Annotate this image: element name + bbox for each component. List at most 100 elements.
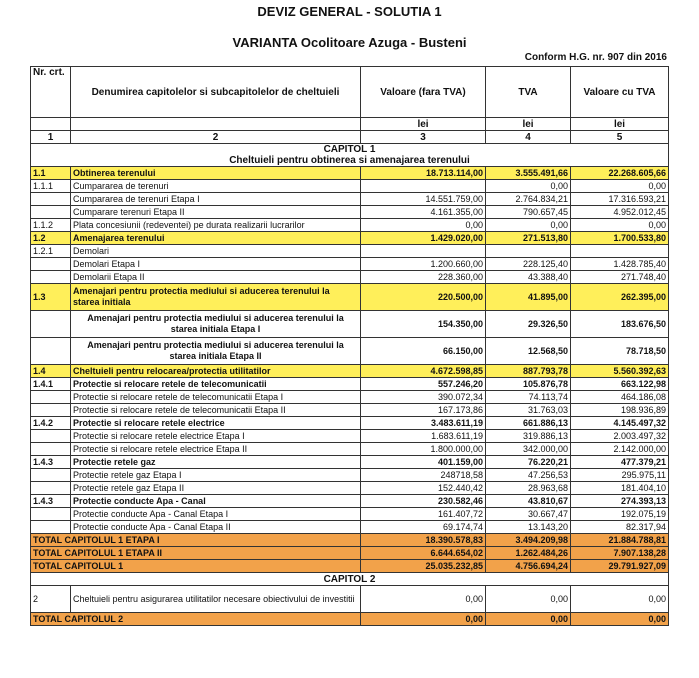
row: Protectie retele gaz Etapa I 248718,58 47.… — [30, 468, 669, 482]
row-name: Cumparare terenuri Etapa II — [70, 205, 361, 219]
row-number — [30, 442, 71, 456]
amount: 22.268.605,66 — [570, 166, 669, 180]
amount: 319.886,13 — [485, 429, 571, 443]
row: 1.1 Obtinerea terenului 18.713.114,00 3.555… — [30, 166, 669, 180]
row: 1.2.1 Demolari — [30, 244, 669, 258]
row-name: Amenajari pentru protectia mediului si a… — [70, 310, 361, 338]
amount: 0,00 — [570, 179, 669, 193]
amount: 1.200.660,00 — [360, 257, 486, 271]
amount: 228.125,40 — [485, 257, 571, 271]
budget-table: Nr. crt. Denumirea capitolelor si subcapi… — [30, 66, 669, 626]
amount: 663.122,98 — [570, 377, 669, 391]
row: Protectie si relocare retele electrice E… — [30, 429, 669, 443]
amount: 78.718,50 — [570, 337, 669, 365]
amount: 17.316.593,21 — [570, 192, 669, 206]
section-header: CAPITOL 2 — [30, 572, 669, 586]
row: 1.4.1 Protectie si relocare retele de tel… — [30, 377, 669, 391]
amount: 2.764.834,21 — [485, 192, 571, 206]
row-number: 1.2 — [30, 231, 71, 245]
row-number — [30, 310, 71, 338]
row-number: 2 — [30, 585, 71, 613]
row-number: 1.4.1 — [30, 377, 71, 391]
amount — [360, 179, 486, 193]
amount: 0,00 — [485, 612, 571, 626]
amount: 29.791.927,09 — [570, 559, 669, 573]
row-number: 1.2.1 — [30, 244, 71, 258]
row-number: 1.1.1 — [30, 179, 71, 193]
row: Cumpararea de terenuri Etapa I 14.551.759… — [30, 192, 669, 206]
section-header: CAPITOL 1 Cheltuieli pentru obtinerea si … — [30, 143, 669, 167]
amount: 295.975,11 — [570, 468, 669, 482]
row: Amenajari pentru protectia mediului si a… — [30, 310, 669, 338]
row-number — [30, 429, 71, 443]
amount: 183.676,50 — [570, 310, 669, 338]
amount: 2.142.000,00 — [570, 442, 669, 456]
amount: 152.440,42 — [360, 481, 486, 495]
row: 1.1.1 Cumpararea de terenuri 0,00 0,00 — [30, 179, 669, 193]
amount: 12.568,50 — [485, 337, 571, 365]
row: 1.4.3 Protectie conducte Apa - Canal 230.5… — [30, 494, 669, 508]
amount: 0,00 — [360, 585, 486, 613]
section-subtitle: Cheltuieli pentru obtinerea si amenajare… — [229, 155, 470, 166]
row-number: 1.1.2 — [30, 218, 71, 232]
row-number: 1.3 — [30, 283, 71, 311]
amount: 3.494.209,98 — [485, 533, 571, 547]
amount: 274.393,13 — [570, 494, 669, 508]
note: Conform H.G. nr. 907 din 2016 — [524, 52, 667, 63]
row-number — [30, 270, 71, 284]
column-number: 4 — [485, 130, 571, 144]
amount: 230.582,46 — [360, 494, 486, 508]
amount: 167.173,86 — [360, 403, 486, 417]
amount: 271.513,80 — [485, 231, 571, 245]
row-name: Amenajarea terenului — [70, 231, 361, 245]
subtitle: VARIANTA Ocolitoare Azuga - Busteni — [232, 35, 467, 50]
amount: 29.326,50 — [485, 310, 571, 338]
column-number: 5 — [570, 130, 669, 144]
amount: 1.683.611,19 — [360, 429, 486, 443]
amount: 2.003.497,32 — [570, 429, 669, 443]
row-number — [30, 337, 71, 365]
amount: 0,00 — [360, 612, 486, 626]
row-name: Protectie si relocare retele electrice E… — [70, 429, 361, 443]
row-name: Protectie conducte Apa - Canal — [70, 494, 361, 508]
row-number — [30, 520, 71, 534]
cell — [30, 117, 71, 131]
amount: 154.350,00 — [360, 310, 486, 338]
amount: 198.936,89 — [570, 403, 669, 417]
amount: 0,00 — [485, 218, 571, 232]
amount: 1.428.785,40 — [570, 257, 669, 271]
column-header: Nr. crt. — [30, 66, 71, 118]
amount: 43.810,67 — [485, 494, 571, 508]
row-name: Amenajari pentru protectia mediului si a… — [70, 337, 361, 365]
row-number — [30, 192, 71, 206]
row-number — [30, 257, 71, 271]
amount: 790.657,45 — [485, 205, 571, 219]
amount: 76.220,21 — [485, 455, 571, 469]
amount: 3.483.611,19 — [360, 416, 486, 430]
row: 1.3 Amenajari pentru protectia mediului s… — [30, 283, 669, 311]
total-label: TOTAL CAPITOLUL 1 ETAPA II — [30, 546, 361, 560]
section-title: CAPITOL 2 — [323, 573, 376, 585]
amount: 887.793,78 — [485, 364, 571, 378]
total-label: TOTAL CAPITOLUL 1 — [30, 559, 361, 573]
amount: 1.800.000,00 — [360, 442, 486, 456]
column-header: Denumirea capitolelor si subcapitolelor … — [70, 66, 361, 118]
row-name: Protectie si relocare retele electrice — [70, 416, 361, 430]
amount: 0,00 — [485, 585, 571, 613]
cell — [70, 117, 361, 131]
row-name: Protectie conducte Apa - Canal Etapa II — [70, 520, 361, 534]
section-title: CAPITOL 1 — [323, 144, 376, 156]
unit: lei — [360, 117, 486, 131]
row: CAPITOL 2 — [30, 572, 669, 586]
row-name: Protectie retele gaz Etapa II — [70, 481, 361, 495]
row: TOTAL CAPITOLUL 2 0,00 0,00 0,00 — [30, 612, 669, 626]
amount: 390.072,34 — [360, 390, 486, 404]
amount: 5.560.392,63 — [570, 364, 669, 378]
amount: 228.360,00 — [360, 270, 486, 284]
amount: 105.876,78 — [485, 377, 571, 391]
row-name: Cumpararea de terenuri Etapa I — [70, 192, 361, 206]
amount: 18.713.114,00 — [360, 166, 486, 180]
row: TOTAL CAPITOLUL 1 ETAPA I 18.390.578,83 3.… — [30, 533, 669, 547]
amount: 74.113,74 — [485, 390, 571, 404]
